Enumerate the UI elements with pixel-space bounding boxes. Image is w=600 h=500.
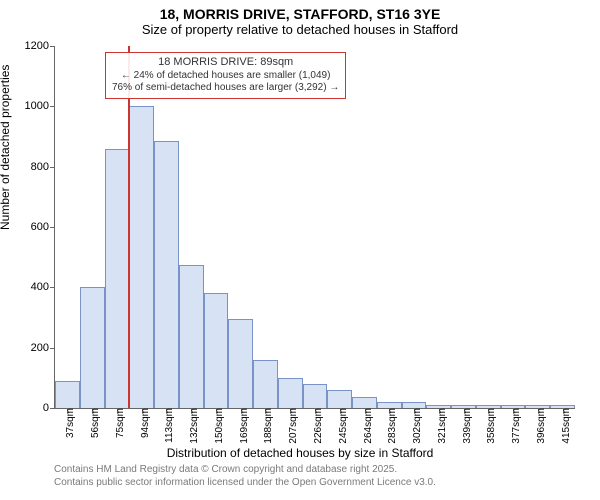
x-tick-label: 226sqm: [311, 408, 324, 444]
x-tick-label: 94sqm: [138, 408, 151, 438]
y-tick-mark: [50, 287, 55, 288]
annotation-title: 18 MORRIS DRIVE: 89sqm: [112, 56, 339, 70]
annotation-box: 18 MORRIS DRIVE: 89sqm← 24% of detached …: [105, 52, 346, 99]
x-tick-label: 113sqm: [162, 408, 175, 443]
histogram-bar: [154, 141, 179, 408]
histogram-bar: [278, 378, 303, 408]
histogram-bar: [352, 397, 377, 408]
x-tick-label: 283sqm: [385, 408, 398, 444]
footer-line1: Contains HM Land Registry data © Crown c…: [54, 464, 436, 477]
x-tick-label: 358sqm: [484, 408, 497, 444]
y-axis-label: Number of detached properties: [0, 65, 12, 230]
x-tick-label: 207sqm: [286, 408, 299, 444]
x-tick-label: 321sqm: [435, 408, 448, 444]
histogram-bar: [228, 319, 253, 408]
x-tick-label: 264sqm: [361, 408, 374, 444]
x-tick-label: 302sqm: [410, 408, 423, 444]
x-axis-label: Distribution of detached houses by size …: [0, 446, 600, 460]
histogram-bar: [303, 384, 328, 408]
reference-line: [128, 46, 130, 408]
x-tick-label: 56sqm: [88, 408, 101, 438]
x-tick-label: 169sqm: [237, 408, 250, 444]
histogram-bar: [327, 390, 352, 408]
y-tick-mark: [50, 167, 55, 168]
x-tick-label: 396sqm: [534, 408, 547, 444]
y-tick-mark: [50, 46, 55, 47]
x-tick-label: 377sqm: [509, 408, 522, 444]
y-tick-mark: [50, 408, 55, 409]
chart-title: 18, MORRIS DRIVE, STAFFORD, ST16 3YE Siz…: [0, 0, 600, 37]
x-tick-label: 150sqm: [212, 408, 225, 444]
x-tick-label: 132sqm: [187, 408, 200, 444]
x-tick-label: 75sqm: [113, 408, 126, 438]
histogram-bar: [129, 106, 154, 408]
histogram-bar: [253, 360, 278, 408]
histogram-bar: [80, 287, 105, 408]
x-tick-label: 415sqm: [559, 408, 572, 444]
x-tick-label: 37sqm: [63, 408, 76, 438]
y-tick-mark: [50, 227, 55, 228]
x-tick-label: 188sqm: [261, 408, 274, 444]
histogram-bar: [204, 293, 229, 408]
plot-area: 02004006008001000120037sqm56sqm75sqm94sq…: [54, 46, 575, 409]
annotation-line2: 76% of semi-detached houses are larger (…: [112, 82, 339, 95]
x-tick-label: 339sqm: [460, 408, 473, 444]
histogram-bar: [55, 381, 80, 408]
y-tick-mark: [50, 348, 55, 349]
annotation-line1: ← 24% of detached houses are smaller (1,…: [112, 70, 339, 83]
histogram-bar: [179, 265, 204, 408]
histogram-bar: [105, 149, 130, 408]
title-line2: Size of property relative to detached ho…: [0, 22, 600, 37]
title-line1: 18, MORRIS DRIVE, STAFFORD, ST16 3YE: [0, 6, 600, 22]
footer-line2: Contains public sector information licen…: [54, 477, 436, 490]
attribution-footer: Contains HM Land Registry data © Crown c…: [54, 464, 436, 489]
y-tick-mark: [50, 106, 55, 107]
x-tick-label: 245sqm: [336, 408, 349, 444]
